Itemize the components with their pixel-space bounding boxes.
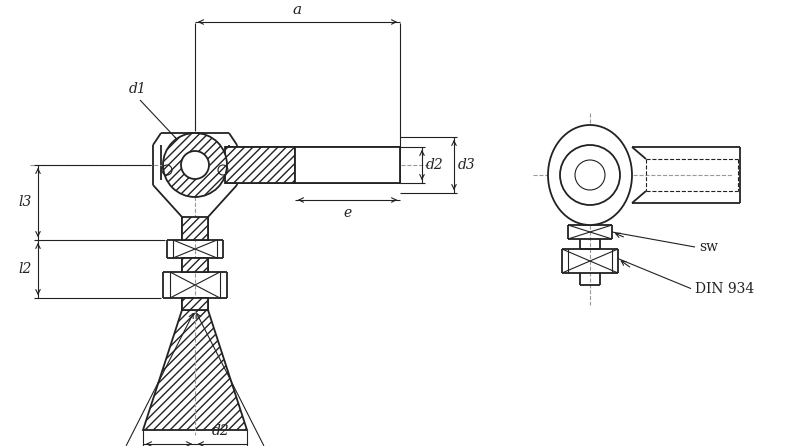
- Bar: [182, 298, 208, 310]
- Circle shape: [181, 151, 209, 179]
- Text: e: e: [343, 206, 352, 220]
- Circle shape: [560, 145, 620, 205]
- Text: d1: d1: [129, 82, 147, 96]
- Text: a: a: [293, 3, 302, 17]
- Bar: [182, 217, 208, 240]
- Text: d3: d3: [458, 158, 476, 172]
- Bar: [182, 258, 208, 272]
- Circle shape: [575, 160, 605, 190]
- Text: l2: l2: [18, 262, 32, 276]
- Circle shape: [163, 133, 227, 197]
- Text: d2: d2: [426, 158, 444, 172]
- Text: d2: d2: [212, 424, 230, 438]
- Text: sw: sw: [699, 240, 718, 254]
- Bar: [225, 147, 295, 183]
- Text: l3: l3: [18, 195, 32, 210]
- Bar: [295, 147, 400, 183]
- Polygon shape: [143, 310, 247, 430]
- Text: DIN 934: DIN 934: [695, 281, 754, 296]
- Ellipse shape: [548, 125, 632, 225]
